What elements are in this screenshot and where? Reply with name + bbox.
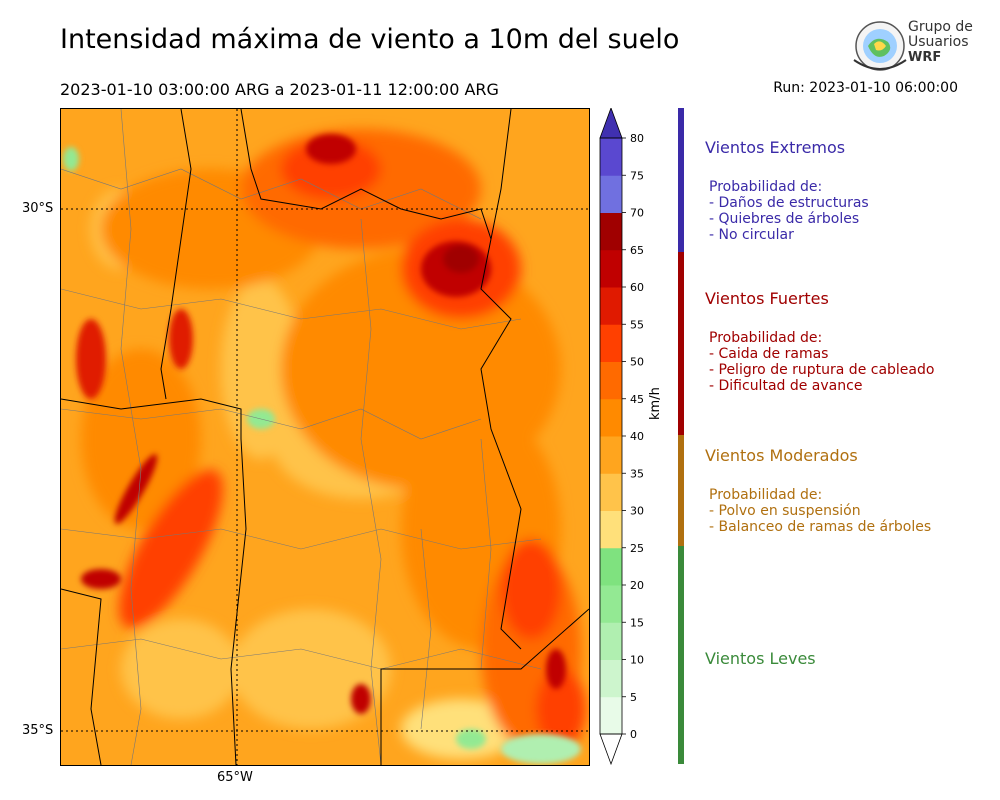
colorbar-tick-label: 40: [630, 430, 644, 443]
colorbar-tick-label: 10: [630, 654, 644, 667]
colorbar-tick-label: 0: [630, 728, 637, 741]
colorbar-band: [600, 436, 622, 474]
category-extreme-line: - Daños de estructuras: [709, 195, 869, 211]
extreme-category-bar: [678, 108, 684, 252]
wind-map: [60, 108, 590, 766]
map-title: Intensidad máxima de viento a 10m del su…: [60, 24, 680, 55]
colorbar-band: [600, 659, 622, 698]
category-light: Vientos Leves: [705, 649, 995, 690]
colorbar-band: [600, 324, 622, 362]
province-boundaries: [61, 109, 589, 765]
strong-category-bar: [678, 252, 684, 435]
colorbar-band: [600, 361, 622, 400]
colorbar-tick-label: 80: [630, 132, 644, 145]
colorbar-tick-label: 20: [630, 579, 644, 592]
colorbar-band: [600, 473, 622, 511]
category-strong-line: - Dificultad de avance: [709, 378, 863, 394]
forecast-period: 2023-01-10 03:00:00 ARG a 2023-01-11 12:…: [60, 80, 499, 99]
category-strong: Vientos Fuertes Probabilidad de: - Caida…: [705, 289, 995, 394]
graticule: [61, 109, 589, 765]
category-light-title: Vientos Leves: [705, 649, 816, 668]
category-extreme: Vientos Extremos Probabilidad de: - Daño…: [705, 138, 995, 243]
category-moderate: Vientos Moderados Probabilidad de: - Pol…: [705, 446, 995, 535]
colorbar-tick-label: 25: [630, 542, 644, 555]
category-extreme-line: - Quiebres de árboles: [709, 211, 860, 227]
colorbar-band: [600, 138, 622, 176]
logo-line-2: Usuarios: [908, 34, 969, 50]
category-moderate-line: Probabilidad de:: [709, 487, 823, 503]
wind-field-svg: [61, 109, 589, 765]
lat-label-30s: 30°S: [22, 201, 54, 216]
light-wind-areas: [63, 147, 581, 764]
colorbar-band: [600, 249, 622, 288]
category-moderate-lines: Probabilidad de: - Polvo en suspensión -…: [705, 487, 995, 535]
department-boundaries: [61, 109, 542, 765]
colorbar-tick-label: 5: [630, 691, 637, 704]
colorbar-tick-label: 15: [630, 616, 644, 629]
category-moderate-title: Vientos Moderados: [705, 446, 858, 465]
colorbar-top-extend: [599, 108, 623, 139]
colorbar-tick-label: 65: [630, 244, 644, 257]
category-extreme-line: Probabilidad de:: [709, 179, 823, 195]
colorbar-band: [600, 696, 622, 735]
category-strong-title: Vientos Fuertes: [705, 289, 829, 308]
category-moderate-line: - Polvo en suspensión: [709, 503, 861, 519]
category-extreme-line: - No circular: [709, 227, 794, 243]
colorbar-tick-label: 45: [630, 393, 644, 406]
colorbar-band: [600, 510, 622, 549]
moderate-category-bar: [678, 435, 684, 546]
colorbar-tick-label: 75: [630, 169, 644, 182]
colorbar-band: [600, 212, 622, 251]
category-extreme-lines: Probabilidad de: - Daños de estructuras …: [705, 179, 995, 243]
lon-label-65w: 65°W: [217, 770, 253, 785]
colorbar-band: [600, 287, 622, 325]
colorbar-tick-label: 55: [630, 318, 644, 331]
logo-line-1: Grupo de: [908, 19, 973, 35]
colorbar: 0 5 10 15 20 25 30 35 40 45 50 55 60 65 70 75 80: [599, 108, 644, 766]
colorbar-bottom-extend: [599, 733, 623, 766]
logo-line-3: WRF: [908, 50, 942, 65]
colorbar-band: [600, 175, 622, 213]
lat-label-35s: 35°S: [22, 723, 54, 738]
grupo-wrf-logo: [853, 21, 907, 71]
colorbar-unit: km/h: [648, 387, 663, 420]
run-time: Run: 2023-01-10 06:00:00: [773, 80, 958, 96]
category-extreme-title: Vientos Extremos: [705, 138, 846, 157]
colorbar-band: [600, 398, 622, 437]
colorbar-tick-label: 30: [630, 505, 644, 518]
logo-text: Grupo de Usuarios WRF: [908, 19, 973, 66]
colorbar-tick-label: 60: [630, 281, 644, 294]
colorbar-tick-label: 70: [630, 207, 644, 220]
category-moderate-line: - Balanceo de ramas de árboles: [709, 519, 932, 535]
category-strong-line: - Peligro de ruptura de cableado: [709, 362, 935, 378]
colorbar-band: [600, 622, 622, 660]
category-strong-lines: Probabilidad de: - Caida de ramas - Peli…: [705, 330, 995, 394]
category-strong-line: Probabilidad de:: [709, 330, 823, 346]
colorbar-band: [600, 547, 622, 586]
colorbar-tick-label: 35: [630, 467, 644, 480]
category-strong-line: - Caida de ramas: [709, 346, 829, 362]
wind-cores: [76, 134, 566, 714]
colorbar-band: [600, 585, 622, 623]
light-category-bar: [678, 546, 684, 764]
colorbar-tick-label: 50: [630, 356, 644, 369]
